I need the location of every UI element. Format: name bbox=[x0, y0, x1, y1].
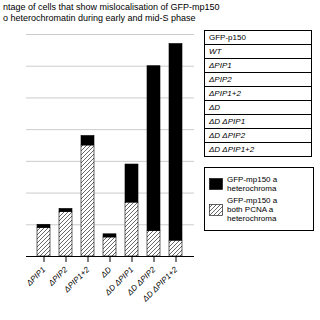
html-text:ΔPIP1+2: ΔPIP1+2 bbox=[209, 88, 241, 98]
html-text:WT: WT bbox=[209, 46, 222, 56]
svg-text:ΔPIP1: ΔPIP1 bbox=[24, 265, 47, 288]
svg-text:ΔD ΔPIP1: ΔD ΔPIP1 bbox=[103, 265, 136, 298]
html-text:o heterochromatin during early: o heterochromatin during early and mid-S… bbox=[3, 13, 196, 23]
html-text:ΔPIP2: ΔPIP2 bbox=[209, 74, 232, 84]
html-text:ΔPIP1: ΔPIP1 bbox=[209, 60, 232, 70]
svg-text:ΔD: ΔD bbox=[98, 265, 113, 280]
html-text:GFP-p150: GFP-p150 bbox=[209, 32, 246, 42]
svg-text:ΔPIP1+2: ΔPIP1+2 bbox=[62, 265, 92, 295]
html-text:ΔD ΔPIP1+2: ΔD ΔPIP1+2 bbox=[209, 144, 255, 154]
html-text:GFP-mp150 a heterochroma: GFP-mp150 a heterochroma bbox=[227, 175, 278, 193]
html-text:ΔD ΔPIP1: ΔD ΔPIP1 bbox=[209, 116, 246, 126]
svg-text:ΔPIP2: ΔPIP2 bbox=[46, 265, 70, 288]
html-text:ntage of cells that show mislo: ntage of cells that show mislocalisation… bbox=[3, 2, 220, 12]
svg-text:ΔD ΔPIP2: ΔD ΔPIP2 bbox=[125, 265, 158, 298]
html-text:GFP-mp150 a both PCNA a hetero: GFP-mp150 a both PCNA a heterochroma bbox=[227, 196, 278, 223]
html-text:ΔD ΔPIP2: ΔD ΔPIP2 bbox=[209, 130, 246, 140]
svg-text:ΔD ΔPIP1+2: ΔD ΔPIP1+2 bbox=[140, 265, 179, 304]
html-text:ΔD: ΔD bbox=[209, 102, 221, 112]
